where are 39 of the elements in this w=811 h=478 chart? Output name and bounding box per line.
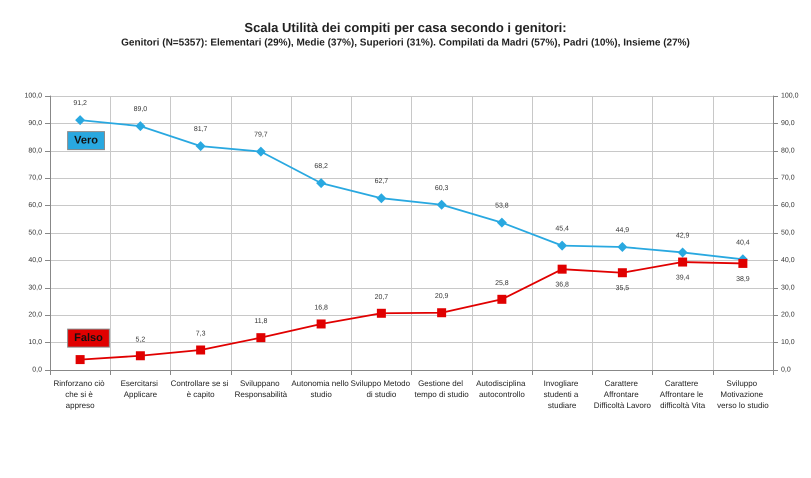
point	[558, 264, 567, 274]
x-tick-label: Autonomia nello studio	[291, 379, 351, 399]
chart-title: Scala Utilità dei compiti per casa secondo i genitori:	[244, 20, 567, 35]
x-tick-label: Esercitarsi Applicare	[120, 379, 160, 399]
x-tick-label: Sviluppano Responsabilità	[234, 379, 288, 399]
series-label: Falso	[74, 332, 104, 344]
x-tick-label: Gestione del tempo di studio	[414, 379, 470, 399]
point	[256, 146, 266, 157]
x-tick-label: Autodisciplina autocontrollo	[476, 379, 528, 399]
point	[678, 247, 688, 258]
point	[376, 308, 386, 318]
point	[376, 193, 386, 204]
point	[75, 115, 86, 126]
x-tick-label: Rinforzano ciò che si è appreso	[53, 379, 107, 410]
point	[497, 294, 506, 304]
point	[437, 308, 446, 318]
point	[316, 319, 326, 328]
point	[617, 242, 628, 252]
x-tick-label: Invogliare studenti a studiare	[544, 379, 581, 410]
point	[316, 178, 326, 188]
point	[678, 258, 688, 267]
x-tick-label: Sviluppo Metodo di studio	[350, 379, 412, 399]
point	[136, 351, 145, 360]
series-label: Vero	[74, 134, 98, 147]
chart-subtitle: Genitori (N=5357): Elementari (29%), Medie (37%), Superiori (31%). Compilati da Madri (57%), Padri (10%), Insieme (27%)	[121, 38, 690, 48]
point	[436, 200, 447, 210]
point	[196, 141, 206, 152]
point	[496, 218, 507, 228]
point	[196, 346, 206, 354]
x-tick-label: Controllare se si è capito	[170, 379, 231, 399]
point	[557, 240, 568, 251]
x-tick-label: Carattere Affrontare le difficoltà Vita	[660, 379, 706, 410]
x-tick-label: Sviluppo Motivazione verso lo studio	[717, 379, 770, 410]
point	[135, 121, 146, 132]
point	[256, 333, 266, 342]
point	[76, 355, 85, 364]
x-tick-label: Carattere Affrontare Difficoltà Lavoro	[594, 379, 652, 410]
point	[618, 268, 627, 278]
point	[738, 258, 748, 268]
